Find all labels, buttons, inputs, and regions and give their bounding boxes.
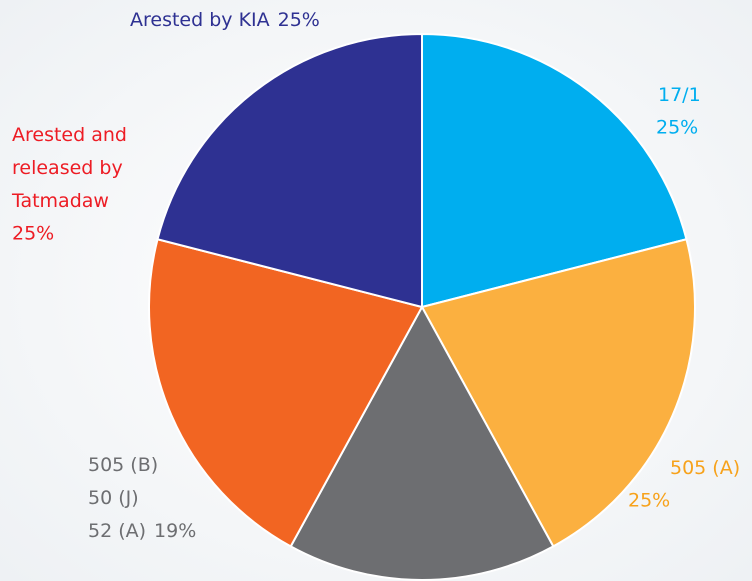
slice-label: 52 (A) 19% <box>88 520 196 542</box>
value-label: 25% <box>12 223 54 245</box>
category-label: 505 (B) <box>88 454 158 476</box>
category-label: 52 (A) <box>88 520 146 542</box>
slice-label: 50 (J) <box>88 487 139 509</box>
category-label: 505 (A) <box>670 457 740 479</box>
category-label: released by <box>12 157 123 179</box>
value-label: 25% <box>278 9 320 31</box>
slice-label: 505 (B) <box>88 454 158 476</box>
slice-label: 17/1 <box>658 84 701 106</box>
pie-slice <box>148 238 424 548</box>
pie-slice <box>156 32 423 309</box>
category-label: Arested by KIA <box>130 9 270 31</box>
slice-label: 505 (A) <box>670 457 740 479</box>
pie-slice <box>421 32 688 309</box>
slice-label: released by <box>12 157 123 179</box>
slice-label: Arested by KIA 25% <box>130 9 320 31</box>
category-label: 17/1 <box>658 84 701 106</box>
slice-label: Tatmadaw <box>11 190 109 212</box>
slice-label: Arested and <box>12 124 127 146</box>
category-label: 50 (J) <box>88 487 139 509</box>
pie-slice <box>420 238 696 548</box>
category-label: Tatmadaw <box>11 190 109 212</box>
value-label: 19% <box>154 520 196 542</box>
pie-slice <box>289 304 555 581</box>
value-label: 25% <box>656 117 698 139</box>
category-label: Arested and <box>12 124 127 146</box>
value-label: 25% <box>628 490 670 512</box>
